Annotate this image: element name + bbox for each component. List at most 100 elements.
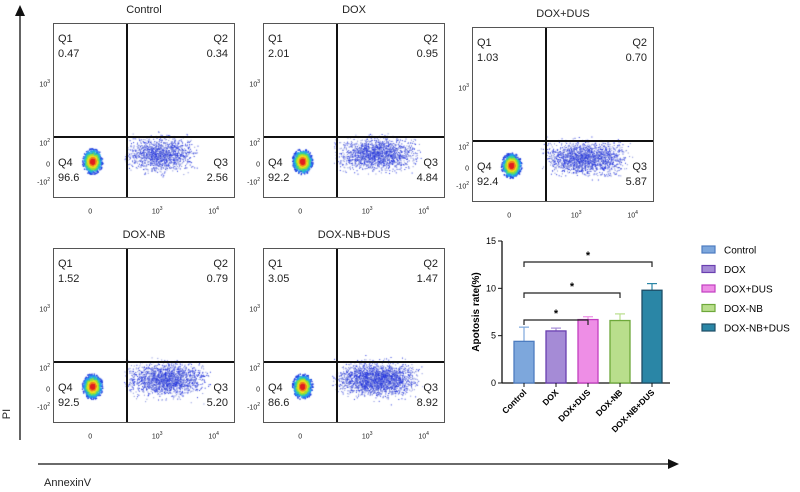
x-tick-label: 104 [627,210,638,220]
q2-value: 0.95 [416,48,438,60]
q3-label: Q3 8.92 [416,382,438,409]
x-tick-label: Control [500,387,528,415]
q4-label: Q4 92.2 [268,157,290,184]
q3-value: 5.20 [206,397,228,409]
scatter-density [54,24,236,199]
x-tick-label: 104 [418,206,429,216]
bar-dox-nb+dus [641,289,663,384]
flow-panel-dox-nb-plus-dus: DOX-NB+DUS Q1 3.05 Q2 1.47 Q4 86.6 Q3 8.92 10… [247,229,446,440]
q4-value: 96.6 [58,172,80,184]
flow-panel-dox: DOX Q1 2.01 Q2 0.95 Q4 92.2 Q3 4.84 103 102 0 -1… [247,4,446,215]
q2-label: Q2 0.79 [206,258,228,285]
x-tick-label: 0 [298,208,303,216]
q2-value: 1.47 [416,273,438,285]
significance-bracket [523,292,621,298]
y-tick-label: 10 [486,283,496,293]
quadrant-gate-horizontal [54,361,234,363]
panel-title: DOX-NB [122,229,166,241]
legend-swatch [701,323,716,332]
legend-entry: DOX [724,265,746,276]
x-tick-label: DOX-NB [594,387,625,418]
y-tick-label: 103 [458,82,469,92]
q4-value: 92.5 [58,397,80,409]
legend-entry: DOX-NB [724,304,763,315]
q1-label: Q1 3.05 [268,258,290,285]
y-tick-label: 15 [486,236,496,246]
y-tick-label: 103 [249,78,260,88]
x-tick-label: 0 [88,208,93,216]
q3-value: 4.84 [416,172,438,184]
y-tick-label: 0 [465,165,469,173]
q1-label: Q1 2.01 [268,33,290,60]
scatter-density [54,249,236,424]
quadrant-gate-vertical [126,24,128,197]
quadrant-gate-horizontal [54,136,234,138]
y-tick-label: 102 [458,142,469,152]
panel-title: DOX-NB+DUS [317,229,391,241]
q4-label: Q4 86.6 [268,382,290,409]
flow-panel-control: Control Q1 0.47 Q2 0.34 Q4 96.6 Q3 2.56 103 10… [37,4,236,215]
y-tick-label: 0 [491,378,496,388]
q2-label: Q2 0.95 [416,33,438,60]
scatter-density [264,24,446,199]
q2-value: 0.79 [206,273,228,285]
y-tick-label: 102 [249,138,260,148]
x-axis-label: AnnexinV [44,477,92,489]
significance-star: * [586,250,591,262]
flow-panel-dox-plus-dus: DOX+DUS Q1 1.03 Q2 0.70 Q4 92.4 Q3 5.87 103 10… [456,8,655,219]
q1-label: Q1 1.03 [477,37,499,64]
y-tick-label: 5 [491,331,496,341]
q2-label: Q2 0.34 [206,33,228,60]
bar-control [513,340,535,384]
q1-value: 3.05 [268,273,290,285]
quadrant-gate-vertical [126,249,128,422]
q3-label: Q3 5.87 [625,161,647,188]
legend-swatch [701,284,716,293]
quadrant-gate-vertical [545,28,547,201]
significance-star: * [554,308,559,320]
x-tick-label: 103 [151,431,163,441]
q3-value: 2.56 [206,172,228,184]
q1-value: 1.03 [477,52,499,64]
x-tick-label: 0 [88,433,93,441]
legend-entry: DOX-NB+DUS [724,324,790,335]
y-tick-label: 0 [256,161,260,169]
x-tick-label: 104 [208,431,219,441]
legend-entry: Control [724,246,756,257]
q3-label: Q3 2.56 [206,157,228,184]
flow-panel-dox-nb: DOX-NB Q1 1.52 Q2 0.79 Q4 92.5 Q3 5.20 103 102… [37,229,236,440]
q3-value: 8.92 [416,397,438,409]
panel-title: Control [126,4,162,16]
q1-label: Q1 0.47 [58,33,80,60]
x-tick-label: 103 [570,210,582,220]
y-tick-label: 103 [39,303,50,313]
x-tick-label: DOX [540,387,560,407]
y-tick-label: 103 [249,303,260,313]
bar-y-axis-label: Apotosis rate(%) [471,272,482,351]
q1-value: 0.47 [58,48,80,60]
x-tick-label: 0 [507,212,512,220]
y-tick-label: -102 [247,401,260,411]
significance-bracket [523,261,653,267]
quadrant-gate-vertical [336,249,338,422]
q4-label: Q4 92.4 [477,161,499,188]
q4-value: 86.6 [268,397,290,409]
legend-swatch [701,245,716,254]
q4-label: Q4 96.6 [58,157,80,184]
bar-dox-nb [609,319,631,384]
x-tick-label: 0 [298,433,303,441]
legend-swatch [701,264,716,274]
y-tick-label: 0 [256,386,260,394]
significance-star: * [570,281,575,293]
y-tick-label: 103 [39,78,50,88]
y-tick-label: 102 [249,363,260,373]
q3-label: Q3 5.20 [206,382,228,409]
y-tick-label: -102 [247,176,260,186]
y-tick-label: 0 [46,161,50,169]
y-tick-label: 102 [39,138,50,148]
q2-label: Q2 1.47 [416,258,438,285]
q2-label: Q2 0.70 [625,37,647,64]
q2-value: 0.70 [625,52,647,64]
